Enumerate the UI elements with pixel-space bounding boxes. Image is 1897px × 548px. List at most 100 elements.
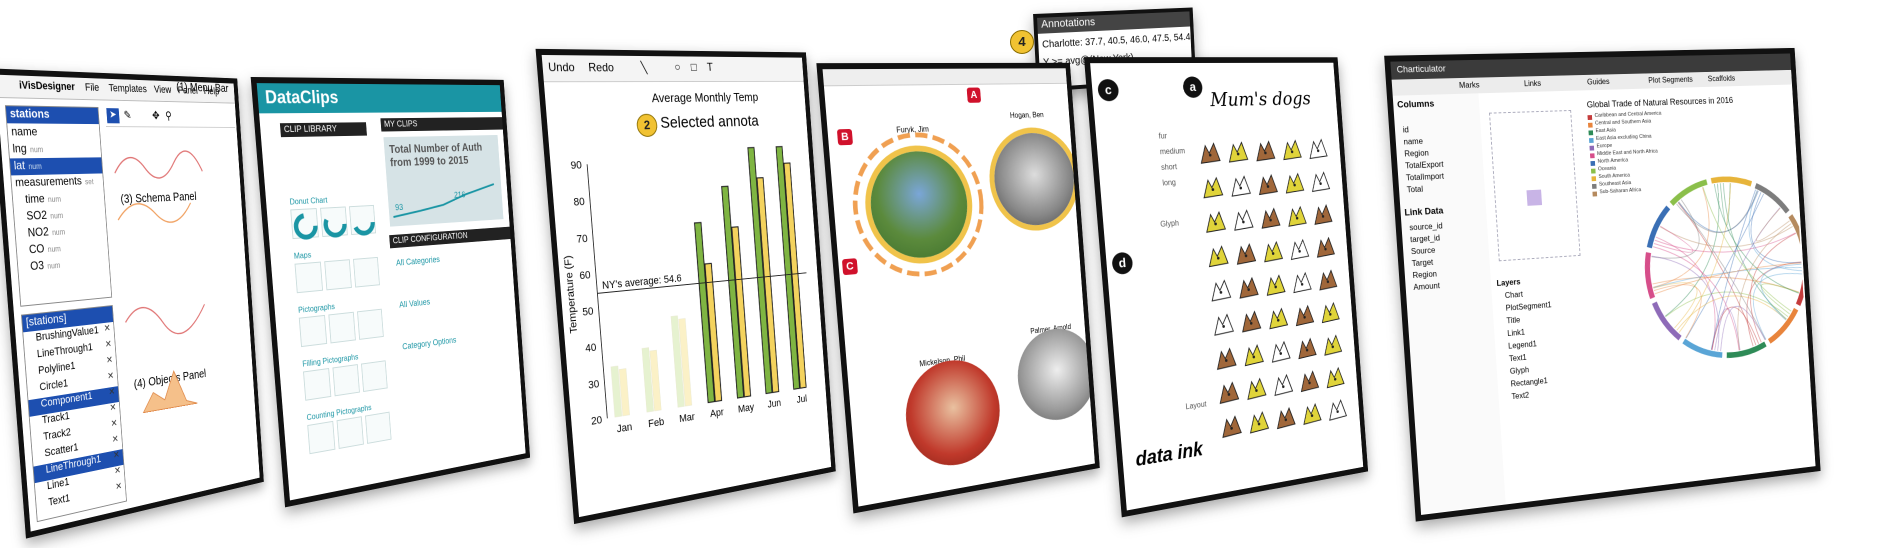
dog-glyph[interactable] (1281, 170, 1307, 195)
layer-item[interactable]: Glyph (1509, 365, 1530, 376)
close-icon[interactable]: ✕ (105, 354, 114, 367)
close-icon[interactable]: ✕ (115, 481, 123, 493)
clip-thumbnail[interactable] (307, 420, 336, 455)
close-icon[interactable]: ✕ (112, 449, 121, 462)
clip-thumbnail[interactable] (357, 308, 384, 340)
dog-glyph[interactable] (1289, 269, 1315, 295)
column-item[interactable]: Total (1406, 184, 1424, 195)
dog-glyph[interactable] (1267, 337, 1293, 364)
dog-glyph[interactable] (1255, 171, 1281, 197)
line-tool-icon[interactable]: ╲ (640, 60, 648, 75)
dog-glyph[interactable] (1230, 206, 1257, 232)
column-item[interactable]: TotalExport (1404, 159, 1444, 171)
layer-item[interactable]: Chart (1504, 289, 1524, 301)
schema-field-lat[interactable]: lat num (9, 157, 103, 176)
dog-glyph[interactable] (1287, 236, 1313, 262)
dog-glyph[interactable] (1299, 399, 1324, 426)
dog-glyph[interactable] (1196, 139, 1224, 165)
clip-thumbnail[interactable] (298, 314, 328, 348)
dog-glyph[interactable] (1202, 208, 1230, 235)
column-item[interactable]: TotalImport (1405, 171, 1445, 183)
clip-thumbnail[interactable] (353, 256, 380, 288)
golfer-photo-3[interactable] (901, 354, 1004, 473)
dog-glyph[interactable] (1297, 367, 1322, 394)
move-tool-icon[interactable]: ✥ (151, 108, 161, 122)
dog-glyph[interactable] (1325, 396, 1350, 423)
config-item[interactable]: All Values (398, 296, 431, 310)
dog-glyph[interactable] (1257, 204, 1283, 230)
dog-glyph[interactable] (1204, 242, 1231, 269)
dog-glyph[interactable] (1315, 266, 1340, 292)
dog-glyph[interactable] (1262, 271, 1288, 297)
dog-glyph[interactable] (1292, 301, 1317, 327)
close-icon[interactable]: ✕ (108, 386, 116, 398)
glyph-canvas[interactable] (1489, 109, 1581, 262)
close-icon[interactable]: ✕ (104, 339, 113, 351)
toolbar-guides[interactable]: Guides (1586, 77, 1610, 87)
text-tool-icon[interactable]: T (706, 60, 714, 74)
menu-templates[interactable]: Templates (108, 82, 148, 96)
dog-glyph[interactable] (1245, 407, 1272, 435)
clip-thumbnail[interactable] (303, 367, 332, 401)
dog-glyph[interactable] (1215, 378, 1242, 406)
dog-glyph[interactable] (1218, 411, 1245, 439)
schema-field-lng[interactable]: lng num (9, 141, 102, 158)
close-icon[interactable]: ✕ (107, 370, 115, 383)
rect-tool-icon[interactable]: □ (690, 60, 698, 74)
close-icon[interactable]: ✕ (103, 323, 111, 335)
schema-field-name[interactable]: name (7, 124, 100, 141)
layer-item[interactable]: Legend1 (1507, 339, 1538, 351)
circle-tool-icon[interactable]: ○ (673, 60, 681, 74)
clip-thumbnail[interactable] (324, 259, 352, 291)
layer-item[interactable]: PlotSegment1 (1505, 300, 1552, 313)
golfer-photo-4[interactable] (1014, 324, 1099, 426)
zoom-tool-icon[interactable]: ⚲ (164, 109, 173, 123)
dog-glyph[interactable] (1232, 240, 1259, 267)
dog-glyph[interactable] (1305, 136, 1330, 161)
redo-button[interactable]: Redo (587, 60, 615, 75)
layer-item[interactable]: Text1 (1508, 352, 1527, 364)
close-icon[interactable]: ✕ (109, 402, 117, 414)
close-icon[interactable]: ✕ (110, 418, 118, 430)
annotation-row-1[interactable]: Charlotte: 37.7, 40.5, 46.0, 47.5, 54.4,… (1041, 31, 1196, 51)
pointer-tool-icon[interactable]: ➤ (106, 108, 120, 124)
dog-glyph[interactable] (1323, 363, 1348, 390)
dog-glyph[interactable] (1265, 304, 1291, 331)
layer-item[interactable]: Text2 (1511, 390, 1530, 402)
toolbar-marks[interactable]: Marks (1458, 80, 1480, 90)
dog-glyph[interactable] (1252, 138, 1278, 163)
dog-glyph[interactable] (1207, 276, 1234, 303)
dog-glyph[interactable] (1284, 203, 1310, 229)
menu-view[interactable]: View (153, 84, 172, 96)
dog-glyph[interactable] (1260, 238, 1286, 264)
config-item[interactable]: All Categories (395, 254, 441, 268)
config-item[interactable]: Category Options (401, 335, 457, 352)
dog-glyph[interactable] (1279, 137, 1305, 162)
dog-glyph[interactable] (1313, 234, 1338, 260)
dog-glyph[interactable] (1243, 374, 1270, 402)
column-item[interactable]: id (1402, 125, 1410, 135)
close-icon[interactable]: ✕ (113, 465, 122, 477)
layer-item[interactable]: Link1 (1507, 327, 1526, 338)
dog-glyph[interactable] (1227, 172, 1254, 198)
link-column-item[interactable]: source_id (1409, 221, 1443, 233)
clip-thumbnail[interactable] (328, 311, 356, 344)
undo-button[interactable]: Undo (547, 60, 576, 75)
close-icon[interactable]: ✕ (111, 433, 119, 446)
brush-tool-icon[interactable]: ✎ (123, 108, 132, 122)
column-item[interactable]: name (1403, 136, 1424, 147)
toolbar-plot-segments[interactable]: Plot Segments (1648, 75, 1693, 85)
menu-file[interactable]: File (84, 81, 100, 94)
dog-glyph[interactable] (1240, 341, 1267, 368)
toolbar-scaffolds[interactable]: Scaffolds (1707, 74, 1736, 84)
dog-glyph[interactable] (1212, 344, 1239, 372)
link-column-item[interactable]: Target (1411, 257, 1434, 269)
dog-glyph[interactable] (1224, 138, 1251, 164)
clip-thumbnail[interactable] (332, 364, 360, 397)
dog-glyph[interactable] (1308, 168, 1333, 193)
dog-glyph[interactable] (1320, 331, 1345, 357)
link-column-item[interactable]: Source (1410, 245, 1436, 257)
layer-item[interactable]: Rectangle1 (1510, 376, 1548, 389)
link-column-item[interactable]: Amount (1413, 281, 1441, 293)
clip-thumbnail[interactable] (361, 360, 388, 393)
